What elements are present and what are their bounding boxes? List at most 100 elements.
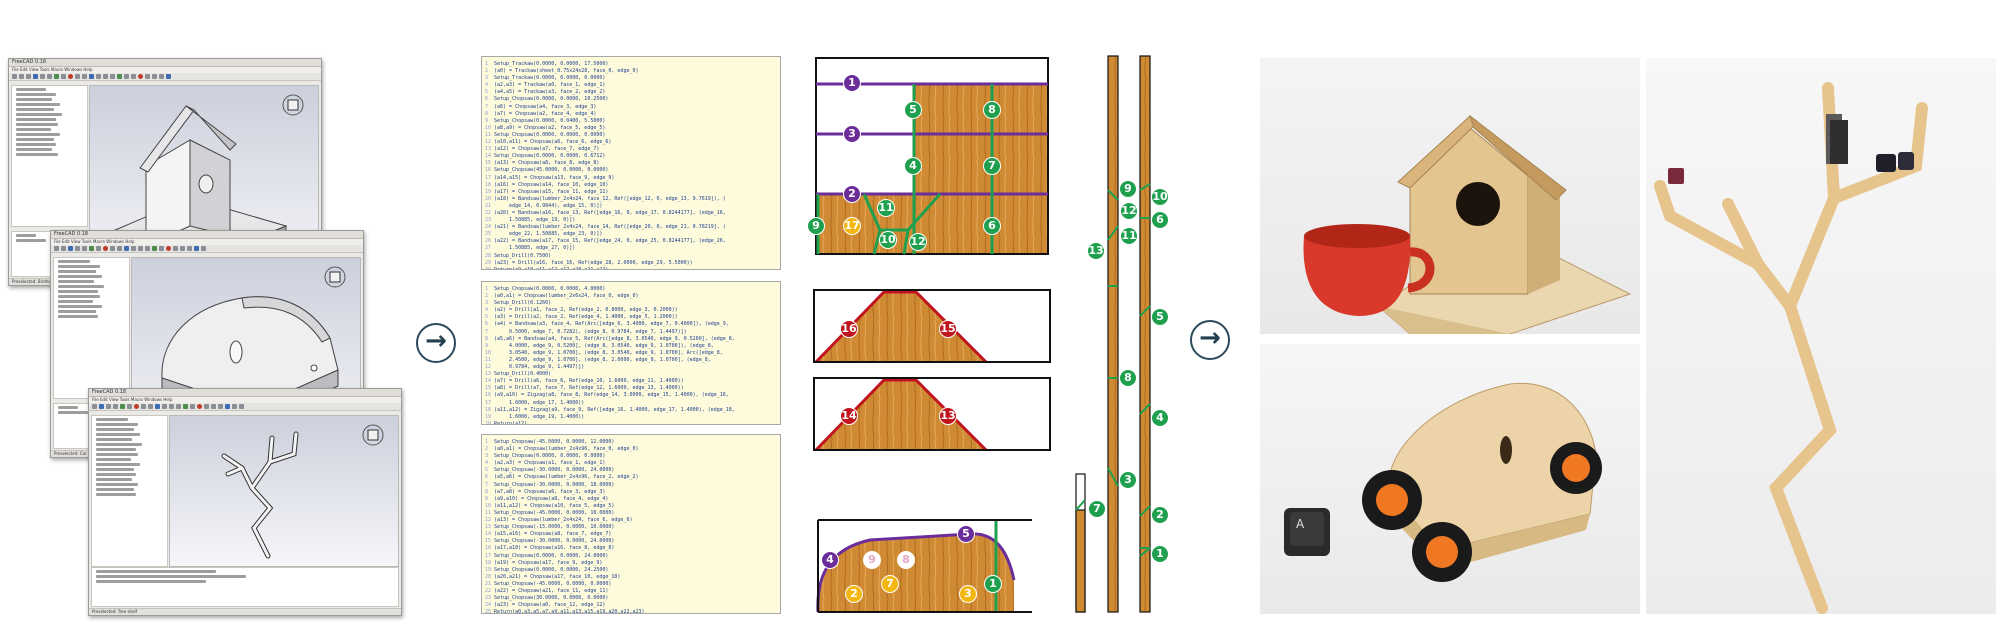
code-line: 21 edge_14, 0.9844), edge_15, 0)]): [485, 203, 777, 210]
code-line: 13 Setup_Drill(0.4000): [485, 371, 777, 378]
code-line: 7 Setup_Chopsaw(-30.0000, 0.0000, 18.0000…: [485, 482, 777, 489]
model-tree[interactable]: [53, 257, 130, 399]
menu-bar[interactable]: File Edit View Tools Macro Windows Help: [89, 397, 401, 403]
code-line: 5 Setup_Chopsaw(-30.0000, 0.0000, 24.0000…: [485, 467, 777, 474]
code-line: 19 Setup_Chopsaw(0.0000, 0.0000, 24.2500): [485, 567, 777, 574]
code-text: Setup_Chopsaw(45.0000, 0.0000, 0.0000): [494, 167, 609, 174]
code-line: 7 (a6) = Chopsaw(a4, face_3, edge_3): [485, 104, 777, 111]
code-line: 26 (a22) = Bandsaw(a17, face_15, Ref([edg…: [485, 238, 777, 245]
code-text: (a3) = Drill(a2, face_2, Ref(edge_4, 1.4…: [494, 314, 678, 321]
code-line: 19 (a17) = Chopsaw(a15, face_11, edge_11): [485, 189, 777, 196]
line-number: 19: [485, 188, 492, 195]
code-line: 1 Setup_Chopsaw(-45.0000, 0.0000, 12.0000…: [485, 439, 777, 446]
line-number: 20: [485, 195, 492, 202]
code-line: 5 (a4,a5) = Trackaw(a3, face_2, edge_2): [485, 89, 777, 96]
line-number: 2: [485, 68, 489, 75]
model-tree[interactable]: [91, 415, 168, 567]
code-line: 18 (a16) = Chopsaw(a14, face_10, edge_10): [485, 182, 777, 189]
line-number: 22: [485, 587, 492, 594]
code-line: 17 (a14,a15) = Chopsaw(a13, face_9, edge_…: [485, 175, 777, 182]
code-line: 1 Setup_Chopsaw(0.0000, 0.0000, 4.0000): [485, 286, 777, 293]
toolbar[interactable]: [89, 403, 401, 411]
line-number: 10: [485, 349, 492, 356]
code-text: (a5,a6) = Chopsaw(lumber_2x4x96, face_2,…: [494, 474, 639, 481]
code-line: 23 Setup_Chopsaw(30.0000, 0.0000, 0.0000): [485, 595, 777, 602]
3d-viewport[interactable]: [169, 415, 399, 567]
model-tree[interactable]: [11, 85, 88, 227]
code-text: (a11,a12) = Zigzag(a9, face_9, Ref([edge…: [494, 406, 735, 413]
code-panel-car: 1 Setup_Chopsaw(0.0000, 0.0000, 4.0000) 2 (…: [481, 281, 781, 425]
code-line: 11 Setup_Chopsaw(-45.0000, 0.0000, 10.000…: [485, 510, 777, 517]
cut-marker: 5: [904, 101, 922, 119]
cad-window-tree-shelf: FreeCAD 0.18 File Edit View Tools Macro …: [88, 388, 402, 616]
code-line: 25 edge_22, 1.50885, edge_23, 0)]): [485, 231, 777, 238]
code-line: 20 (a20,a21) = Chopsaw(a17, face_10, edge…: [485, 574, 777, 581]
window-title: FreeCAD 0.18: [9, 59, 321, 67]
code-text: 4.0000, edge_9, 0.5200], (edge_8, 3.0540…: [494, 342, 714, 349]
cut-marker: 11: [877, 199, 895, 217]
code-line: 5 (a3) = Drill(a2, face_2, Ref(edge_4, 1.…: [485, 314, 777, 321]
code-text: (a23) = Drill(a16, face_16, Ref(edge_28,…: [494, 259, 693, 266]
cut-marker: 14: [840, 407, 858, 425]
line-number: 13: [485, 371, 492, 378]
line-number: 28: [485, 252, 492, 259]
code-line: 25 Return(a0,a3,a5,a7,a9,a11,a13,a15,a19,…: [485, 609, 777, 613]
code-text: (a5,a6) = Bandsaw(a4, face_5, Ref(Arc([e…: [494, 335, 735, 342]
code-text: (a9,a10) = Chopsaw(a8, face_4, edge_4): [494, 495, 609, 502]
line-number: 12: [485, 139, 492, 146]
code-line: 12 (a10,a11) = Chopsaw(a6, face_6, edge_6…: [485, 139, 777, 146]
line-number: 7: [485, 481, 489, 488]
code-text: (a20) = Bandsaw(a16, face_13, Ref([edge_…: [494, 209, 726, 216]
navigation-cube-icon[interactable]: [324, 266, 346, 288]
code-text: Setup_Chopsaw(0.0000, 0.0000, 24.2500): [494, 566, 609, 573]
menu-bar[interactable]: File Edit View Tools Macro Windows Help: [51, 239, 363, 245]
toolbar[interactable]: [9, 73, 321, 81]
cut-marker: 11: [1120, 227, 1138, 245]
line-number: 4: [485, 460, 489, 467]
cut-marker: 6: [1151, 211, 1169, 229]
cut-marker: 5: [957, 525, 975, 543]
code-line: 12 0.9784, edge_9, 1.4497)]): [485, 364, 777, 371]
line-number: 4: [485, 307, 489, 314]
code-line: 14 (a15,a16) = Chopsaw(a8, face_7, edge_7…: [485, 531, 777, 538]
code-text: (a9,a10) = Zigzag(a8, face_8, Ref(edge_1…: [494, 392, 729, 399]
python-console[interactable]: [91, 567, 399, 607]
code-text: (a13) = Chopsaw(lumber_2x4x24, face_6, e…: [494, 517, 633, 524]
cut-marker: 2: [1151, 506, 1169, 524]
cut-marker: 2: [843, 185, 861, 203]
code-line: 4 (a2) = Drill(a1, face_2, Ref(edge_2, 0.…: [485, 307, 777, 314]
code-text: Setup_Trackaw(0.0000, 0.0000, 17.5000): [494, 61, 609, 67]
code-line: 6 (a4) = Bandsaw(a3, face_4, Ref(Arc([edg…: [485, 321, 777, 328]
cut-marker: 9: [1119, 180, 1137, 198]
line-number: 27: [485, 245, 492, 252]
code-text: (a2,a3) = Trackaw(a0, face_1, edge_1): [494, 82, 606, 89]
code-line: 29 (a23) = Drill(a16, face_16, Ref(edge_2…: [485, 260, 777, 267]
code-text: (a10,a11) = Chopsaw(a6, face_6, edge_6): [494, 139, 612, 146]
status-bar: Preselected: Tree shelf: [89, 608, 401, 615]
tree-shelf-model: [221, 431, 299, 559]
line-number: 8: [485, 335, 489, 342]
line-number: 11: [485, 131, 492, 138]
code-line: 21 Setup_Chopsaw(-45.0000, 0.0000, 0.0000…: [485, 581, 777, 588]
navigation-cube-icon[interactable]: [362, 424, 384, 446]
cut-marker: 1: [984, 575, 1002, 593]
code-panel-tree-shelf: 1 Setup_Chopsaw(-45.0000, 0.0000, 12.0000…: [481, 434, 781, 614]
code-line: 8 (a7) = Chopsaw(a2, face_4, edge_4): [485, 111, 777, 118]
code-line: 16 (a9,a10) = Zigzag(a8, face_8, Ref(edge…: [485, 392, 777, 399]
cut-marker: 2: [845, 585, 863, 603]
menu-bar[interactable]: File Edit View Tools Macro Windows Help: [9, 67, 321, 73]
code-line: 9 4.0000, edge_9, 0.5200], (edge_8, 3.05…: [485, 343, 777, 350]
code-line: 17 1.6000, edge_17, 1.4000)): [485, 400, 777, 407]
code-line: 4 (a2,a3) = Chopsaw(a1, face_1, edge_1): [485, 460, 777, 467]
toolbar[interactable]: [51, 245, 363, 253]
navigation-cube-icon[interactable]: [282, 94, 304, 116]
code-line: 11 Setup_Chopsaw(0.0000, 0.0000, 0.0000): [485, 132, 777, 139]
line-number: 2: [485, 293, 489, 300]
line-number: 21: [485, 580, 492, 587]
code-text: (a14,a15) = Chopsaw(a13, face_9, edge_9): [494, 174, 615, 181]
code-text: Setup_Chopsaw(0.0000, 0.0000, 0.6712): [494, 153, 606, 160]
cut-marker: 1: [1151, 545, 1169, 563]
photo-car: A: [1260, 344, 1640, 614]
code-text: (a20,a21) = Chopsaw(a17, face_10, edge_1…: [494, 573, 621, 580]
cut-marker: 5: [1151, 308, 1169, 326]
